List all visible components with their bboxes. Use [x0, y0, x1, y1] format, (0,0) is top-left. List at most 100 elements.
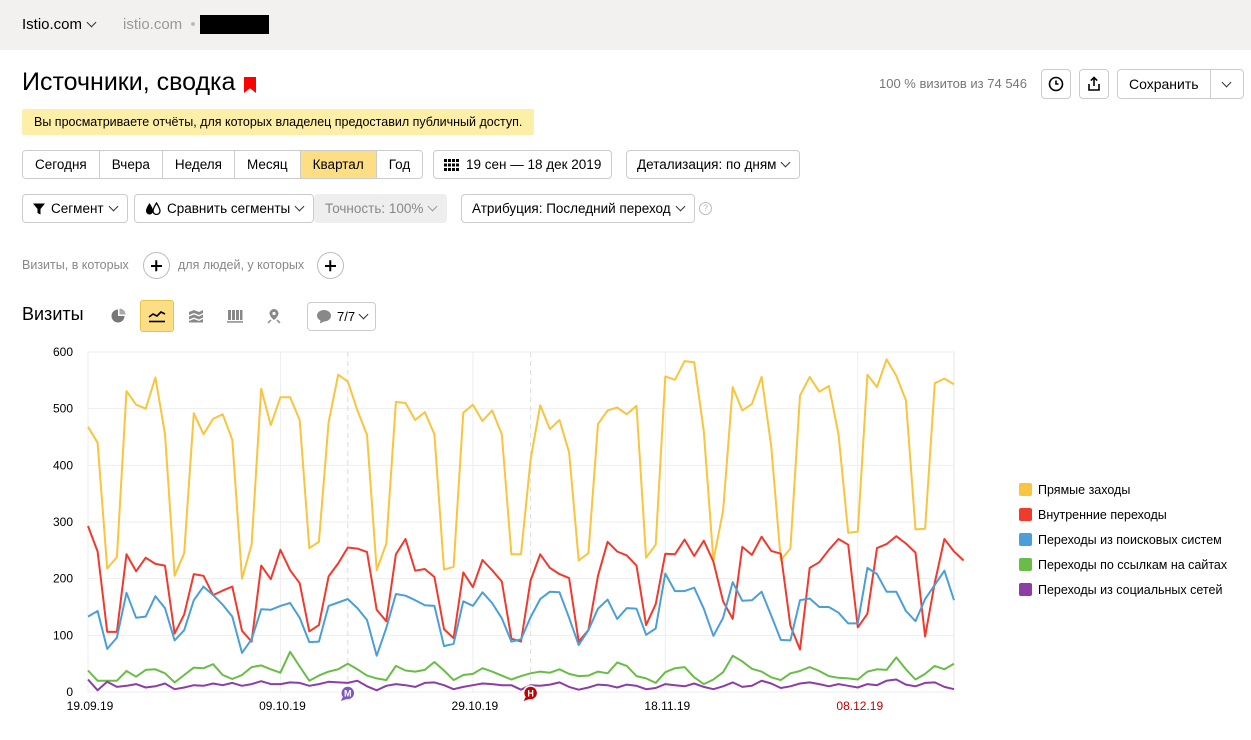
calendar-icon	[444, 158, 459, 171]
event-marker-tail	[523, 697, 530, 701]
y-tick-label: 500	[53, 402, 73, 416]
period-week[interactable]: Неделя	[162, 151, 235, 178]
series-line	[87, 525, 965, 651]
y-tick-label: 600	[53, 345, 73, 359]
save-options-button[interactable]	[1209, 70, 1243, 98]
section-title: Визиты	[22, 304, 84, 324]
drops-icon	[146, 202, 161, 215]
chart-type-pie[interactable]	[101, 300, 135, 332]
pie-chart-icon	[111, 308, 126, 323]
event-marker	[522, 685, 539, 701]
site-selector[interactable]: Istio.com	[22, 16, 97, 33]
share-button[interactable]	[1079, 69, 1109, 99]
compare-segments-button[interactable]: Сравнить сегменты	[134, 194, 315, 223]
visits-total: 100 % визитов из 74 546	[879, 76, 1028, 91]
chart-type-bar[interactable]	[218, 300, 252, 332]
legend-swatch	[1019, 508, 1032, 521]
site-domain-text: istio.com	[123, 16, 183, 33]
legend-label: Внутренние переходы	[1038, 507, 1167, 522]
share-icon	[1088, 76, 1100, 91]
legend-item-direct[interactable]: Прямые заходы	[1019, 477, 1227, 502]
chart-type-map[interactable]	[257, 300, 291, 332]
chevron-down-icon	[675, 201, 686, 212]
chevron-down-icon	[86, 17, 97, 28]
people-filter-label: для людей, у которых	[178, 258, 305, 272]
legend-label: Переходы по ссылкам на сайтах	[1038, 557, 1228, 572]
accuracy-select[interactable]: Точность: 100%	[314, 194, 448, 223]
segment-button[interactable]: Сегмент	[22, 194, 128, 223]
y-tick-label: 0	[66, 685, 73, 699]
legend-label: Переходы из социальных сетей	[1038, 582, 1223, 597]
public-access-notice: Вы просматриваете отчёты, для которых вл…	[22, 109, 535, 135]
series-line	[87, 650, 955, 686]
legend-item-internal[interactable]: Внутренние переходы	[1019, 502, 1227, 527]
x-tick-label: 18.11.19	[644, 699, 690, 713]
y-tick-label: 200	[53, 572, 73, 586]
separator-dot: •	[190, 16, 196, 33]
add-visit-condition-button[interactable]	[143, 252, 170, 279]
visits-line-chart: 0 100 200 300 400 500 600 19.09.19 09.10.19 29.10…	[53, 345, 965, 713]
redacted-block	[200, 15, 269, 34]
chevron-down-icon	[427, 201, 438, 212]
legend-swatch	[1019, 558, 1032, 571]
series-line	[87, 566, 955, 657]
clock-icon	[1048, 76, 1064, 92]
area-chart-icon	[189, 310, 203, 323]
legend-swatch	[1019, 583, 1032, 596]
attribution-select[interactable]: Атрибуция: Последний переход	[461, 194, 695, 223]
event-marker-label: Н	[527, 689, 534, 699]
bar-chart-icon	[227, 310, 243, 323]
series-line	[87, 678, 955, 692]
comment-icon	[317, 310, 331, 324]
period-selector: Сегодня Вчера Неделя Месяц Квартал Год	[22, 150, 424, 179]
legend-label: Переходы из поисковых систем	[1038, 532, 1222, 547]
segment-text: Сегмент	[51, 201, 104, 216]
period-today[interactable]: Сегодня	[23, 151, 100, 178]
legend-label: Прямые заходы	[1038, 482, 1131, 497]
page-title: Источники, сводка	[22, 68, 236, 96]
detail-text: Детализация: по дням	[637, 157, 777, 172]
series-count: 7/7	[337, 309, 356, 324]
bookmark-icon[interactable]	[244, 77, 256, 93]
chevron-down-icon	[108, 201, 119, 212]
site-name: Istio.com	[22, 16, 83, 33]
date-range-button[interactable]: 19 сен — 18 дек 2019	[433, 150, 613, 179]
chevron-down-icon	[1221, 77, 1232, 87]
series-line	[87, 358, 955, 580]
chevron-down-icon	[780, 157, 791, 168]
legend-item-social[interactable]: Переходы из социальных сетей	[1019, 577, 1227, 602]
top-bar: Istio.com istio.com •	[0, 0, 1251, 50]
filter-icon	[33, 203, 45, 214]
chart-type-line[interactable]	[140, 300, 174, 332]
period-year[interactable]: Год	[376, 151, 423, 178]
date-range-text: 19 сен — 18 дек 2019	[466, 157, 602, 172]
history-button[interactable]	[1041, 69, 1071, 99]
legend-swatch	[1019, 533, 1032, 546]
legend-swatch	[1019, 483, 1032, 496]
event-marker-label: М	[344, 689, 352, 699]
chevron-down-icon	[358, 309, 369, 320]
y-tick-label: 300	[53, 515, 73, 529]
site-domain: istio.com •	[123, 16, 196, 33]
legend-item-links[interactable]: Переходы по ссылкам на сайтах	[1019, 552, 1227, 577]
event-marker	[340, 685, 356, 701]
attribution-text: Атрибуция: Последний переход	[472, 201, 671, 216]
chart-type-area[interactable]	[179, 300, 213, 332]
detail-select[interactable]: Детализация: по дням	[626, 150, 801, 179]
save-group: Сохранить	[1117, 69, 1244, 99]
event-marker-tail	[340, 697, 347, 701]
x-tick-label: 29.10.19	[452, 699, 499, 713]
visits-filter-label: Визиты, в которых	[22, 258, 129, 272]
chevron-down-icon	[294, 201, 305, 212]
chart-legend: Прямые заходы Внутренние переходы Перехо…	[1019, 477, 1227, 602]
period-month[interactable]: Месяц	[234, 151, 301, 178]
period-yesterday[interactable]: Вчера	[99, 151, 163, 178]
save-button[interactable]: Сохранить	[1118, 70, 1210, 98]
help-icon[interactable]: ?	[699, 202, 712, 215]
series-selector[interactable]: 7/7	[307, 302, 377, 331]
legend-item-search[interactable]: Переходы из поисковых систем	[1019, 527, 1227, 552]
add-people-condition-button[interactable]	[317, 252, 344, 279]
compare-segments-text: Сравнить сегменты	[167, 201, 291, 216]
accuracy-text: Точность: 100%	[325, 201, 424, 216]
period-quarter[interactable]: Квартал	[300, 151, 377, 178]
